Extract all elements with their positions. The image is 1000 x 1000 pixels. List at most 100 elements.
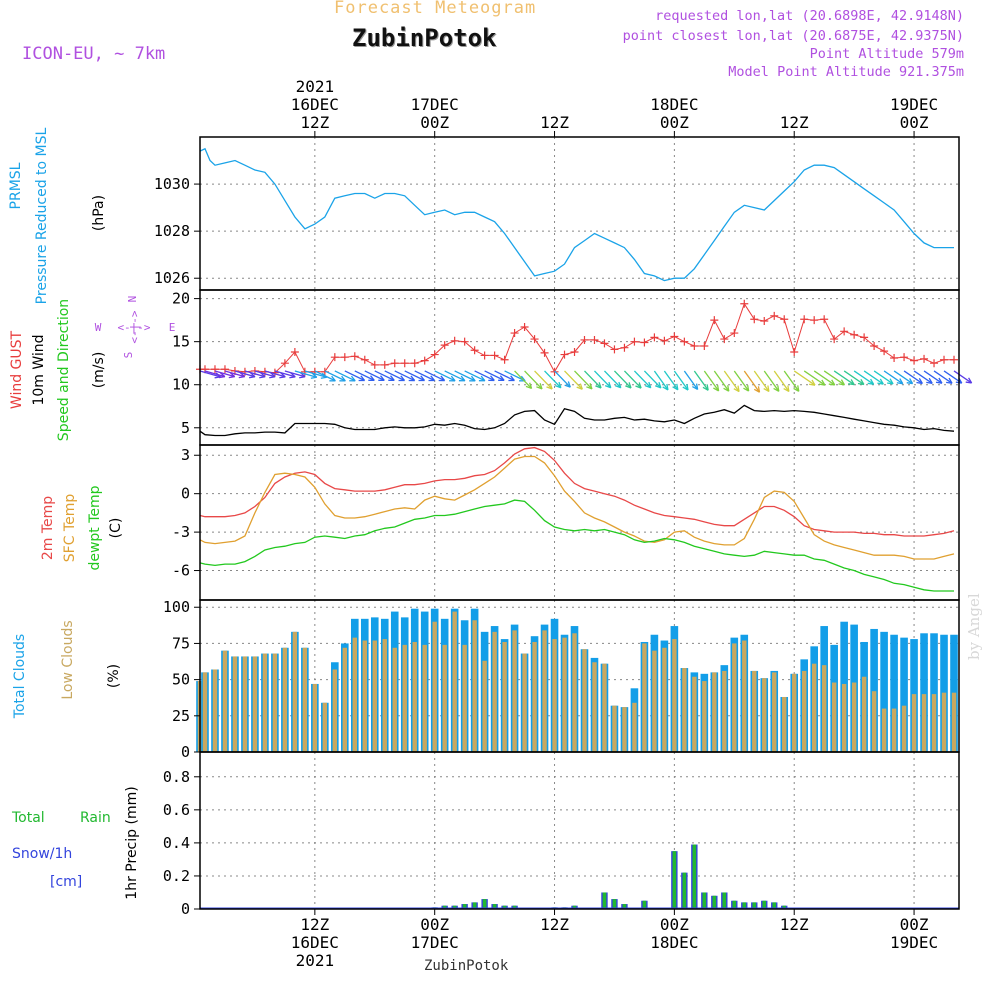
wind-arrow-head: [887, 378, 894, 385]
wind-panel-frame: [199, 289, 960, 446]
wind-arrow: [534, 370, 553, 390]
wind-arrow-head: [368, 375, 375, 382]
wind-arrow: [813, 370, 836, 386]
low-cloud-bar: [472, 620, 477, 752]
top-time-label: 17DEC: [411, 95, 459, 114]
low-cloud-bar: [272, 653, 278, 752]
top-time-label: 00Z: [420, 113, 449, 132]
wind-arrow: [544, 370, 562, 389]
low-cloud-bar: [602, 663, 607, 752]
low-cloud-bar: [881, 708, 887, 752]
low-cloud-bar: [532, 641, 537, 752]
wind-arrow: [444, 370, 466, 382]
total-cloud-bar: [880, 631, 888, 752]
wind-arrow-head: [828, 379, 836, 386]
low-cloud-bar: [672, 639, 677, 752]
wind-arrow-head: [655, 381, 662, 389]
wind-arrow-head: [614, 381, 622, 389]
low-cloud-bar: [722, 670, 727, 752]
precip-panel-frame: [199, 751, 960, 910]
low-cloud-bar: [462, 644, 467, 752]
temp-tick-label: -6: [172, 562, 190, 580]
bottom-time-label: 18DEC: [650, 933, 698, 952]
gust-marker: [850, 330, 859, 339]
low-cloud-bar: [352, 637, 357, 752]
low-cloud-bar: [772, 672, 777, 752]
gust-marker: [690, 341, 699, 350]
low-cloud-bar: [542, 630, 547, 752]
wind-arrow: [743, 370, 761, 393]
low-cloud-bar: [502, 641, 507, 752]
low-cloud-bar: [811, 663, 817, 752]
gust-marker: [750, 315, 759, 324]
gust-marker: [500, 355, 509, 364]
wind-arrow-head: [773, 385, 780, 392]
gust-marker: [650, 333, 659, 342]
low-cloud-bar: [931, 694, 937, 752]
wind-arrow-head: [753, 386, 761, 393]
wind-arrow: [883, 370, 904, 385]
gust-marker: [210, 365, 219, 374]
rain-bar: [772, 902, 777, 909]
wind-arrow-head: [536, 383, 543, 390]
low-cloud-bar: [861, 676, 867, 752]
wind-arrow-head: [916, 377, 923, 385]
wind-arrow: [953, 370, 973, 384]
wind-arrow-head: [682, 383, 689, 391]
compass-mid-vertical: <-|->: [128, 310, 141, 343]
wind-arrow-head: [339, 375, 346, 382]
low-cloud-bar: [632, 702, 637, 752]
gust-marker: [610, 345, 619, 354]
wind-arrow: [224, 370, 245, 378]
bottom-time-label: 12Z: [300, 915, 329, 934]
low-cloud-bar: [762, 678, 767, 752]
wind-arrow-head: [408, 375, 416, 382]
gust-marker: [510, 329, 519, 338]
wind-arrow-head: [857, 378, 865, 386]
wind-arrow-head: [378, 375, 385, 382]
low-cloud-bar: [422, 644, 427, 752]
wind-arrow: [843, 370, 865, 385]
wind-arrow: [294, 370, 317, 378]
low-cloud-bar: [202, 672, 208, 752]
gust-marker: [340, 353, 349, 362]
top-time-label: 12Z: [300, 113, 329, 132]
wind-arrow: [853, 370, 874, 385]
total-cloud-bar: [920, 633, 928, 752]
bottom-time-label: 16DEC: [291, 933, 339, 952]
clouds-tick-label: 25: [172, 707, 190, 725]
wind-arrow: [364, 370, 385, 381]
compass-label: S: [122, 352, 135, 359]
wind-arrow-head: [783, 385, 790, 393]
wind-arrow-head: [525, 382, 533, 390]
low-cloud-bar: [412, 641, 417, 752]
wind-arrow-head: [576, 383, 583, 390]
wind-arrow: [873, 370, 894, 385]
low-cloud-bar: [871, 691, 877, 752]
total-cloud-bar: [930, 633, 938, 752]
gust-marker: [290, 348, 299, 356]
wind-arrow-head: [793, 385, 800, 392]
gust-marker: [910, 356, 919, 365]
wind-arrow: [613, 370, 632, 389]
wind-arrow: [274, 370, 296, 378]
gust-marker: [740, 299, 749, 308]
wind-arrow-head: [818, 379, 826, 386]
temp-tick-label: 0: [181, 485, 190, 503]
wind-arrow-head: [349, 375, 356, 382]
top-time-label: 18DEC: [650, 95, 698, 114]
low-cloud-bar: [372, 640, 377, 752]
rain-bar: [682, 872, 687, 909]
wind-arrow: [424, 370, 445, 382]
low-cloud-bar: [262, 653, 268, 752]
wind-arrow-head: [935, 377, 943, 384]
wind-arrow: [404, 370, 425, 382]
wind-arrow: [604, 370, 622, 389]
gust-marker: [460, 337, 469, 346]
snow-label: Snow/1h: [12, 846, 73, 862]
wind-arrow: [673, 370, 689, 391]
gust-marker: [800, 315, 809, 324]
gust-marker: [720, 335, 729, 344]
wind-arrow-head: [458, 375, 466, 382]
